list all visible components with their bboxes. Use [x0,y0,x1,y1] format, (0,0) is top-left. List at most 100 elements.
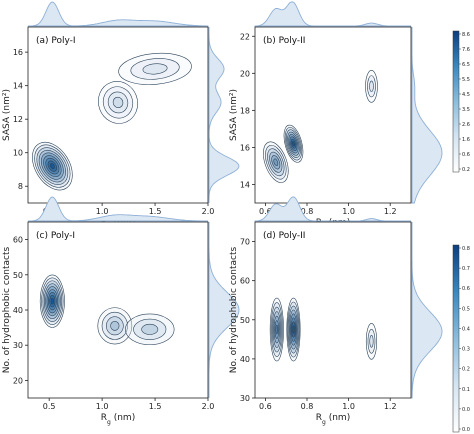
colorbar-label: 0.0 [462,427,470,433]
plot-frame [27,26,209,204]
colorbar-label: 0.6 [462,152,470,158]
panel-title: (c) Poly-I [36,231,75,241]
contour-level-2-2 [369,80,374,92]
y-tick-label: 50 [13,271,23,280]
plot-area [255,27,411,203]
x-tick-label: 0.5 [43,402,56,411]
colorbar-label: 7.6 [462,47,470,53]
y-tick-label: 60 [240,277,250,286]
y-tick-label: 14 [240,180,250,189]
panel-b: 0.60.81.01.21416182022Rg (nm)SASA (nm²)(… [229,1,443,231]
colorbar-label: 2.6 [462,122,470,128]
marginal-y-density [208,222,240,398]
colorbar-label: 0.4 [462,326,470,332]
contour-level-2-2 [369,334,374,348]
axis-label-rest: (nm) [111,413,135,423]
marginal-y-density [411,27,443,204]
y-tick-label: 8 [18,182,23,191]
axis-label-rest: (nm) [326,413,350,423]
y-tick-label: 20 [240,69,250,78]
colorbar-label: 0.3 [462,347,470,353]
contour-group [263,70,378,183]
x-tick-label: 2.0 [202,207,215,216]
y-tick-label: 40 [13,306,23,315]
colorbar-label: 0.2 [462,167,470,173]
x-tick-label: 1.5 [149,207,162,216]
x-tick-label: 0.6 [259,207,272,216]
colorbar-label: 6.5 [462,62,470,68]
contour-level-1-3 [110,320,120,331]
contour-level-1-0 [98,81,138,124]
x-tick-label: 1.0 [96,207,109,216]
x-tick-label: 0.8 [301,402,314,411]
colorbar-label: 4.5 [462,92,470,98]
contour-level-1-7 [292,325,295,334]
x-tick-label: 0.8 [301,207,314,216]
y-tick-label: 30 [240,394,250,403]
x-tick-label: 1.2 [384,402,397,411]
panel-title: (b) Poly-II [263,36,305,46]
axis-subscript: g [322,419,326,426]
y-tick-label: 70 [240,238,250,247]
plot-frame [254,221,412,399]
contour-level-0-6 [275,324,279,335]
colorbar-label: 0.6 [462,286,470,292]
y-axis-label: SASA (nm²) [2,89,12,141]
marginal-x-density [254,1,411,27]
marginal-x-density [28,196,209,222]
y-tick-label: 18 [240,106,250,115]
colorbar-label: 1.6 [462,137,470,143]
colorbar-label: 0.1 [462,387,470,393]
contour-group [32,52,192,191]
contour-level-2-1 [130,58,180,80]
contour-group [269,297,378,362]
y-tick-label: 20 [13,376,23,385]
colorbar-label: 5.5 [462,77,470,83]
contour-level-2-2 [142,63,168,75]
contour-level-1-3 [112,96,124,108]
y-axis-label: No. of hydrophobic contacts [229,246,239,373]
colorbar-label: 8.6 [462,32,470,38]
y-tick-label: 16 [13,48,23,57]
colorbar-label: 0.8 [462,246,470,252]
colorbar-label: 0.7 [462,266,470,272]
contour-level-2-1 [367,75,376,98]
y-tick-label: 30 [13,341,23,350]
y-tick-label: 16 [240,143,250,152]
x-axis-label: Rg (nm) [316,413,350,426]
x-tick-label: 1.0 [342,207,355,216]
contour-level-0-8 [49,163,55,170]
panel-title: (d) Poly-II [263,231,305,241]
marginal-x-density [254,196,411,222]
x-tick-label: 1.0 [342,402,355,411]
panel-c: 0.5 1.0 1.5 2.0 20 30 40 50 60 Rg (nm) No. of hydr… [2,196,240,426]
colorbar-label: 0.2 [462,367,470,373]
contour-level-0-8 [50,297,55,305]
x-tick-label: 1.0 [96,402,109,411]
axis-subscript: g [107,419,111,426]
colorbar-label: 3.5 [462,107,470,113]
y-tick-label: 22 [240,32,250,41]
colorbar-label: 0.5 [462,306,470,312]
panels: 0.5 1.0 1.5 2.0 8 10 12 14 16 Rg (nm) SASA (nm²) (a… [2,1,443,426]
panel-a: 0.51.01.52.0810121416Rg (nm)SASA (nm²)(a… [2,1,240,231]
marginal-y-density [411,222,443,399]
x-tick-label: 1.2 [384,207,397,216]
contour-level-2-1 [367,328,376,354]
x-tick-label: 2.0 [202,402,215,411]
marginal-y-density [208,27,240,203]
colorbar-label: 0.0 [462,407,470,413]
x-tick-label: 0.6 [259,402,272,411]
x-tick-label: 1.5 [149,402,162,411]
y-axis-label: No. of hydrophobic contacts [2,246,12,373]
y-tick-label: 14 [13,82,23,91]
y-tick-label: 60 [13,236,23,245]
panel-d: 0.6 0.8 1.0 1.2 30 40 50 60 70 Rg (nm) No. of hydr… [229,196,443,426]
y-tick-label: 12 [13,115,23,124]
y-tick-label: 40 [240,355,250,364]
contour-level-1-2 [107,91,129,114]
contour-level-0-5 [273,158,279,166]
plot-frame [254,26,412,204]
contour-group [39,274,175,346]
